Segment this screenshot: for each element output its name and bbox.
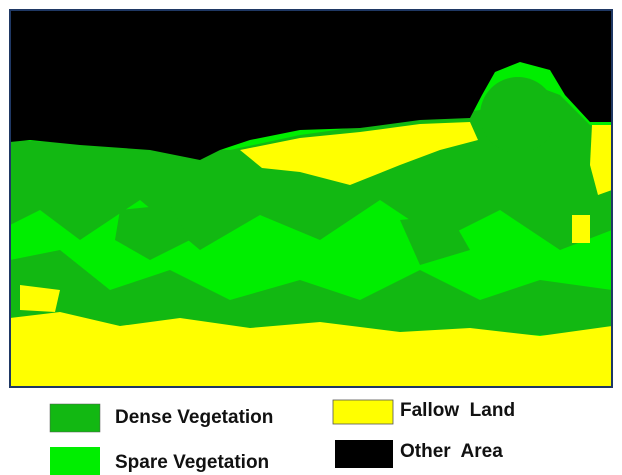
legend-label: Spare Vegetation [115,452,269,473]
page: Dense Vegetation Fallow Land Spare Veget… [0,0,622,475]
legend-swatch-fallow [333,400,393,424]
classified-map [10,10,612,387]
legend-swatch-spare [50,447,100,475]
legend-swatch-dense [50,404,100,432]
legend-label: Dense Vegetation [115,407,273,428]
legend-label: Other Area [400,441,503,462]
legend: Dense Vegetation Fallow Land Spare Veget… [50,400,515,475]
legend-label: Fallow Land [400,400,515,421]
legend-swatch-other [335,440,393,468]
land-cover-figure: Dense Vegetation Fallow Land Spare Veget… [0,0,622,475]
